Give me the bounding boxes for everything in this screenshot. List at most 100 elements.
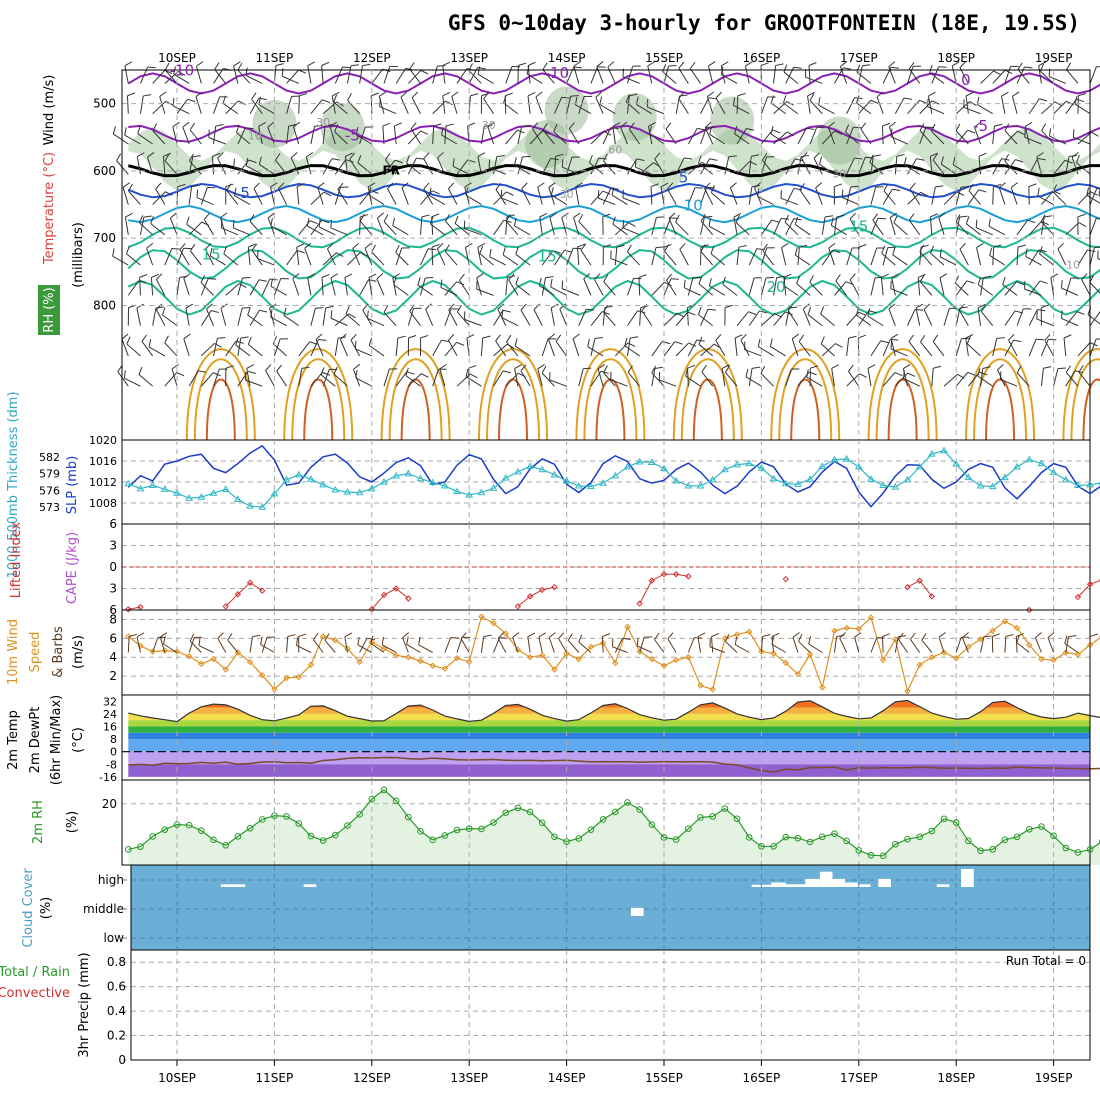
upper-wind-barb bbox=[721, 61, 729, 67]
upper-wind-barb bbox=[622, 197, 640, 206]
upper-wind-barb bbox=[258, 104, 275, 115]
dewpoint-line bbox=[128, 756, 1100, 773]
upper-wind-barb bbox=[760, 62, 769, 66]
wind10-barb bbox=[1016, 634, 1021, 643]
warm-contour bbox=[875, 358, 930, 441]
contour-label: 30 bbox=[316, 116, 330, 129]
upper-wind-barb bbox=[963, 106, 981, 115]
upper-wind-barb bbox=[493, 343, 508, 357]
upper-wind-barb bbox=[846, 247, 853, 266]
upper-wind-barb bbox=[784, 221, 799, 236]
upper-wind-barb bbox=[908, 219, 921, 236]
rh-point bbox=[843, 837, 850, 845]
wind-speed-point bbox=[660, 662, 668, 669]
upper-wind-barb bbox=[337, 189, 348, 205]
upper-wind-barb bbox=[610, 127, 619, 130]
upper-wind-barb bbox=[687, 277, 694, 296]
upper-wind-barb bbox=[288, 124, 297, 127]
upper-wind-barb bbox=[783, 71, 799, 84]
temp-band bbox=[128, 701, 1090, 708]
upper-wind-barb bbox=[346, 65, 352, 84]
upper-wind-barb bbox=[189, 122, 196, 131]
wind-speed-point bbox=[709, 686, 716, 693]
upper-wind-barb bbox=[715, 91, 722, 99]
rh-point bbox=[392, 797, 400, 805]
upper-wind-barb bbox=[138, 374, 153, 387]
wind10-barb bbox=[357, 636, 360, 645]
upper-wind-barb bbox=[610, 379, 628, 387]
upper-wind-barb bbox=[249, 279, 260, 296]
upper-wind-barb bbox=[1039, 280, 1048, 284]
thickness-point bbox=[136, 484, 145, 492]
upper-wind-barb bbox=[277, 188, 288, 205]
upper-wind-barb bbox=[334, 313, 350, 327]
upper-wind-barb bbox=[258, 279, 267, 282]
upper-wind-barb bbox=[521, 182, 528, 189]
thickness-axis-label: 1000-500mb Thickness (dm) bbox=[6, 391, 21, 578]
upper-wind-barb bbox=[908, 341, 921, 357]
wind10-barb bbox=[697, 636, 702, 653]
wind-speed-point bbox=[892, 636, 899, 643]
wind-ytick-label: 8 bbox=[109, 612, 117, 626]
upper-wind-barb bbox=[938, 217, 945, 235]
wind-speed-point bbox=[465, 658, 473, 666]
rh-point bbox=[344, 822, 351, 829]
li-ytick-label: 3 bbox=[109, 582, 117, 596]
upper-wind-barb bbox=[760, 247, 768, 266]
wind-speed-point bbox=[563, 650, 570, 657]
wind10-barb bbox=[636, 637, 639, 646]
upper-wind-barb bbox=[1040, 214, 1046, 222]
upper-wind-barb bbox=[771, 219, 780, 223]
upper-wind-barb bbox=[552, 250, 561, 254]
upper-wind-barb bbox=[965, 95, 969, 114]
upper-wind-barb bbox=[162, 314, 178, 327]
wind10-barb bbox=[527, 632, 536, 638]
upper-wind-barb bbox=[577, 247, 580, 266]
upper-wind-barb bbox=[748, 186, 753, 205]
rh-point bbox=[246, 824, 254, 832]
upper-wind-barb bbox=[572, 333, 580, 340]
temp2m-axis-label: 2m Temp bbox=[6, 710, 21, 770]
upper-wind-barb bbox=[630, 336, 639, 339]
wind10-barb bbox=[961, 637, 969, 653]
upper-wind-barb bbox=[322, 126, 326, 145]
upper-wind-barb bbox=[1077, 213, 1086, 218]
upper-wind-barb bbox=[527, 95, 531, 114]
upper-wind-barb bbox=[775, 63, 784, 67]
upper-wind-barb bbox=[799, 183, 806, 191]
upper-wind-barb bbox=[265, 364, 272, 371]
upper-wind-barb bbox=[992, 186, 994, 205]
upper-wind-barb bbox=[678, 92, 685, 99]
warm-contour bbox=[283, 348, 354, 441]
wind-speed-point bbox=[782, 659, 789, 667]
upper-wind-barb bbox=[870, 187, 877, 205]
upper-wind-barb bbox=[785, 188, 795, 205]
upper-wind-barb bbox=[249, 309, 260, 326]
upper-wind-barb bbox=[997, 363, 1004, 371]
upper-wind-barb bbox=[881, 245, 886, 254]
upper-wind-barb bbox=[371, 251, 385, 266]
temp-ytick-label: 0 bbox=[110, 746, 117, 759]
upper-wind-barb bbox=[744, 349, 762, 357]
rh-high-patch bbox=[612, 93, 657, 142]
upper-wind-barb bbox=[967, 371, 976, 376]
upper-wind-barb bbox=[602, 153, 608, 162]
upper-wind-barb bbox=[927, 95, 933, 114]
upper-wind-barb bbox=[269, 186, 275, 205]
upper-wind-barb bbox=[830, 217, 834, 226]
rh-point bbox=[465, 825, 473, 832]
upper-wind-barb bbox=[835, 280, 848, 296]
upper-wind-barb bbox=[431, 247, 434, 266]
upper-wind-barb bbox=[164, 153, 170, 162]
wind-speed-point bbox=[587, 643, 595, 651]
slp-ytick-label: 1012 bbox=[89, 476, 117, 489]
upper-wind-barb bbox=[1025, 121, 1033, 127]
upper-wind-barb bbox=[977, 303, 986, 309]
cloud-clear-gap bbox=[857, 884, 871, 887]
upper-wind-barb bbox=[1037, 195, 1054, 205]
wind10-barb bbox=[898, 638, 908, 653]
date-label-bottom: 15SEP bbox=[645, 1071, 683, 1085]
upper-wind-barb bbox=[907, 372, 916, 377]
upper-wind-barb bbox=[150, 215, 154, 224]
